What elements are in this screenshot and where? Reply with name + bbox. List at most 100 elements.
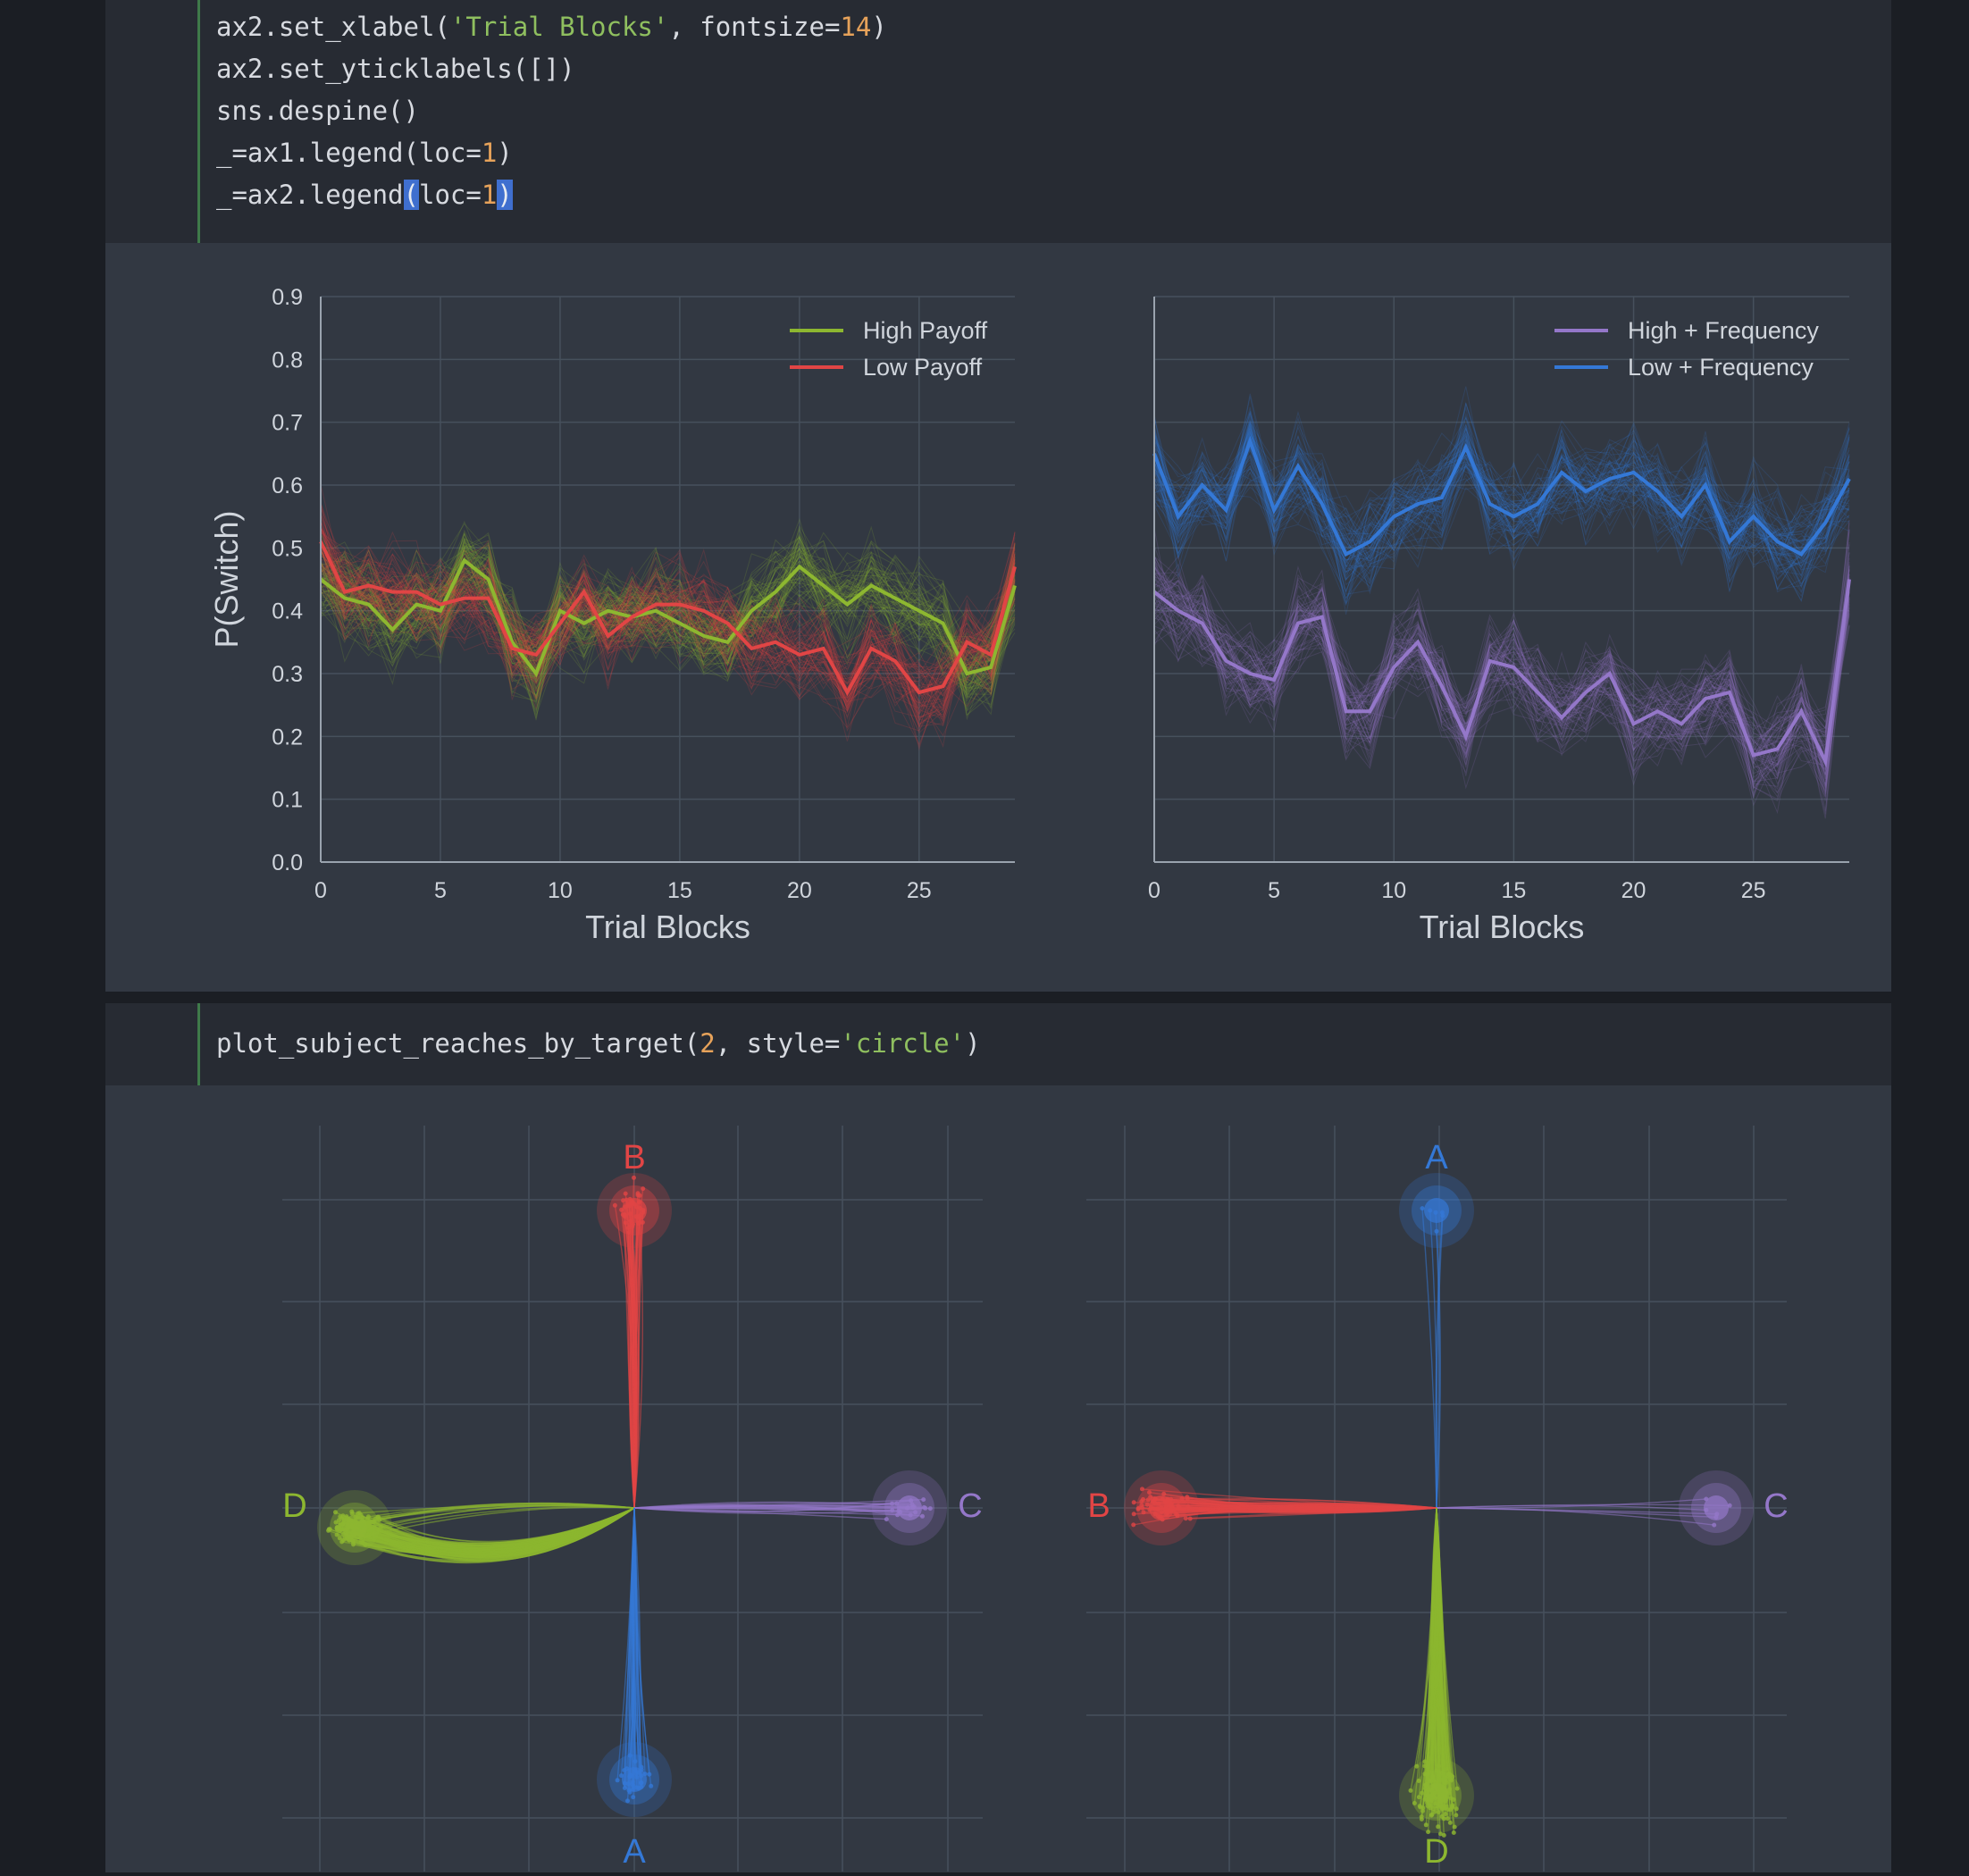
x-tick-label: 20 (787, 878, 812, 903)
reach-endpoint (1449, 1778, 1454, 1783)
code-editor-1[interactable]: ax2.set_xlabel('Trial Blocks', fontsize=… (216, 6, 887, 216)
code-line[interactable]: ax2.set_yticklabels([]) (216, 48, 887, 90)
reach-endpoint (890, 1508, 895, 1512)
bootstrap-trace (320, 532, 1016, 708)
bootstrap-trace (320, 540, 1016, 702)
bootstrap-trace (1153, 552, 1850, 773)
reach-trajectory (633, 1500, 911, 1512)
output-cell-1: 0 5 10 15 20 25 Trial Blocks 0.0 0.1 0.2 0.3 0.4 0.5… (105, 243, 1891, 992)
reach-endpoint (1712, 1522, 1717, 1528)
x-tick-label: 25 (907, 878, 932, 903)
x-tick-label: 15 (667, 878, 692, 903)
bootstrap-trace (1153, 591, 1850, 766)
code-line[interactable]: _=ax1.legend(loc=1) (216, 132, 887, 174)
bootstrap-trace (320, 550, 1016, 711)
code-line[interactable]: _=ax2.legend(loc=1) (216, 174, 887, 216)
bootstrap-trace (320, 535, 1016, 716)
code-token: ( (403, 180, 419, 210)
bootstrap-trace (1153, 557, 1850, 751)
bootstrap-trace (1153, 572, 1850, 789)
bootstrap-trace (320, 547, 1016, 692)
bootstrap-trace (320, 517, 1016, 679)
x-tick-label: 10 (1381, 878, 1406, 903)
code-line[interactable]: ax2.set_xlabel('Trial Blocks', fontsize=… (216, 6, 887, 48)
bootstrap-trace (320, 520, 1016, 741)
bootstrap-trace (1153, 556, 1850, 792)
reach-endpoint (333, 1510, 338, 1515)
bootstrap-trace (1153, 431, 1850, 577)
code-line[interactable]: sns.despine() (216, 90, 887, 132)
bootstrap-trace (1153, 562, 1850, 758)
bootstrap-trace (1153, 419, 1850, 606)
reach-endpoint (884, 1517, 889, 1522)
bootstrap-trace (1153, 591, 1850, 807)
reach-trajectory (1154, 1498, 1437, 1509)
code-editor-2[interactable]: plot_subject_reaches_by_target(2, style=… (216, 1023, 981, 1065)
reach-panel-1: B D C A (282, 1126, 983, 1872)
bootstrap-trace (1153, 531, 1850, 790)
bootstrap-trace (1153, 607, 1850, 797)
target-center (1704, 1495, 1729, 1520)
bootstrap-trace (1153, 574, 1850, 760)
y-tick-label: 0.3 (272, 662, 303, 687)
bootstrap-trace (320, 533, 1016, 699)
reach-endpoint (1408, 1788, 1413, 1793)
bootstrap-trace (320, 510, 1016, 699)
target-center (897, 1495, 922, 1520)
bootstrap-trace (1153, 545, 1850, 765)
x-tick-label: 5 (1268, 878, 1280, 903)
x-tick-label: 5 (434, 878, 447, 903)
y-tick-label: 0.0 (272, 850, 303, 875)
reach-trajectory (1421, 1208, 1437, 1509)
x-tick-label: 20 (1621, 878, 1646, 903)
reach-trajectory (633, 1507, 640, 1773)
code-cell-1[interactable]: ax2.set_xlabel('Trial Blocks', fontsize=… (105, 0, 1891, 243)
bootstrap-trace (1153, 564, 1850, 785)
bootstrap-trace (320, 502, 1016, 751)
reach-endpoint (1147, 1490, 1152, 1495)
reach-endpoint (1443, 1812, 1448, 1817)
bootstrap-trace (1153, 410, 1850, 606)
bootstrap-trace (320, 539, 1016, 716)
bootstrap-trace (320, 540, 1016, 697)
bootstrap-trace (1153, 523, 1850, 742)
bootstrap-trace (320, 546, 1016, 691)
reach-endpoint (1419, 1816, 1424, 1822)
bootstrap-trace (320, 483, 1016, 715)
bootstrap-trace (320, 533, 1016, 708)
bootstrap-trace (320, 535, 1016, 666)
x-tick-label: 0 (314, 878, 327, 903)
reach-endpoint (1454, 1813, 1459, 1818)
bootstrap-trace (1153, 544, 1850, 800)
bootstrap-trace (320, 517, 1016, 721)
reach-endpoint (1727, 1503, 1732, 1508)
bootstrap-trace (320, 545, 1016, 687)
bootstrap-trace (1153, 417, 1850, 595)
bootstrap-trace (320, 533, 1016, 696)
reach-endpoint (1131, 1512, 1136, 1517)
bootstrap-trace (320, 537, 1016, 722)
code-cell-2[interactable]: plot_subject_reaches_by_target(2, style=… (105, 1003, 1891, 1085)
reach-endpoint (647, 1771, 652, 1777)
y-tick-label: 0.8 (272, 348, 303, 373)
reach-trajectory (1142, 1507, 1437, 1513)
reach-trajectory (633, 1506, 908, 1509)
bootstrap-trace (1153, 529, 1850, 783)
target-label-b: B (1087, 1487, 1110, 1525)
bootstrap-trace (1153, 420, 1850, 595)
bootstrap-trace (320, 539, 1016, 677)
reach-endpoint (1161, 1491, 1167, 1496)
bootstrap-trace (320, 552, 1016, 700)
bootstrap-trace (1153, 560, 1850, 785)
bootstrap-trace (320, 527, 1016, 725)
target-center (622, 1198, 647, 1223)
reach-trajectory (633, 1507, 646, 1774)
bootstrap-trace (320, 523, 1016, 699)
reach-endpoint (1441, 1816, 1446, 1822)
reach-endpoint (1131, 1500, 1136, 1505)
bootstrap-trace (320, 537, 1016, 696)
bootstrap-trace (320, 532, 1016, 683)
code-line[interactable]: plot_subject_reaches_by_target(2, style=… (216, 1023, 981, 1065)
target-label-b: B (623, 1139, 645, 1177)
reach-trajectory (1435, 1212, 1442, 1509)
